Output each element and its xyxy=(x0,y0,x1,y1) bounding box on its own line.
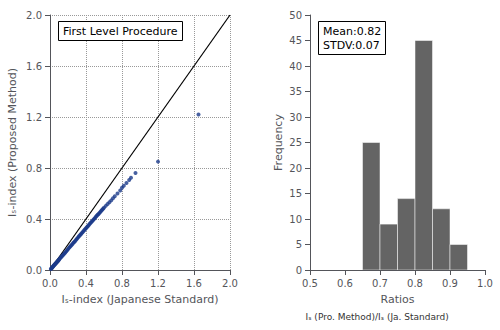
svg-text:0.8: 0.8 xyxy=(114,278,130,289)
svg-text:0.0: 0.0 xyxy=(26,265,42,276)
svg-text:0.6: 0.6 xyxy=(337,278,353,289)
svg-text:0.7: 0.7 xyxy=(372,278,388,289)
svg-text:0.0: 0.0 xyxy=(42,278,58,289)
svg-text:0: 0 xyxy=(296,265,302,276)
svg-text:STDV:0.07: STDV:0.07 xyxy=(323,39,380,52)
svg-text:Iₛ-index (Proposed Method): Iₛ-index (Proposed Method) xyxy=(6,68,19,217)
svg-text:Frequency: Frequency xyxy=(272,114,285,171)
svg-text:1.2: 1.2 xyxy=(26,112,42,123)
svg-text:0.4: 0.4 xyxy=(78,278,94,289)
svg-text:15: 15 xyxy=(289,188,302,199)
svg-text:10: 10 xyxy=(289,214,302,225)
svg-text:2.0: 2.0 xyxy=(26,10,42,21)
svg-text:20: 20 xyxy=(289,163,302,174)
svg-text:1.6: 1.6 xyxy=(26,61,42,72)
svg-text:25: 25 xyxy=(289,137,302,148)
svg-text:0.4: 0.4 xyxy=(26,214,42,225)
svg-text:2.0: 2.0 xyxy=(222,278,238,289)
svg-text:50: 50 xyxy=(289,10,302,21)
svg-text:35: 35 xyxy=(289,86,302,97)
svg-text:0.9: 0.9 xyxy=(442,278,458,289)
svg-text:0.5: 0.5 xyxy=(302,278,318,289)
svg-text:45: 45 xyxy=(289,35,302,46)
svg-text:5: 5 xyxy=(296,239,302,250)
svg-text:Iₛ-index (Japanese Standard): Iₛ-index (Japanese Standard) xyxy=(62,293,219,306)
svg-text:1.2: 1.2 xyxy=(150,278,166,289)
svg-text:40: 40 xyxy=(289,61,302,72)
svg-text:Mean:0.82: Mean:0.82 xyxy=(323,25,381,38)
svg-text:Ratios: Ratios xyxy=(381,293,415,306)
svg-text:30: 30 xyxy=(289,112,302,123)
svg-text:0.8: 0.8 xyxy=(407,278,423,289)
svg-text:First Level Procedure: First Level Procedure xyxy=(63,25,178,38)
svg-text:0.8: 0.8 xyxy=(26,163,42,174)
svg-text:Iₛ (Pro. Method)/Iₛ (Ja. Stand: Iₛ (Pro. Method)/Iₛ (Ja. Standard) xyxy=(306,312,449,322)
svg-text:1.0: 1.0 xyxy=(477,278,493,289)
svg-text:1.6: 1.6 xyxy=(186,278,202,289)
